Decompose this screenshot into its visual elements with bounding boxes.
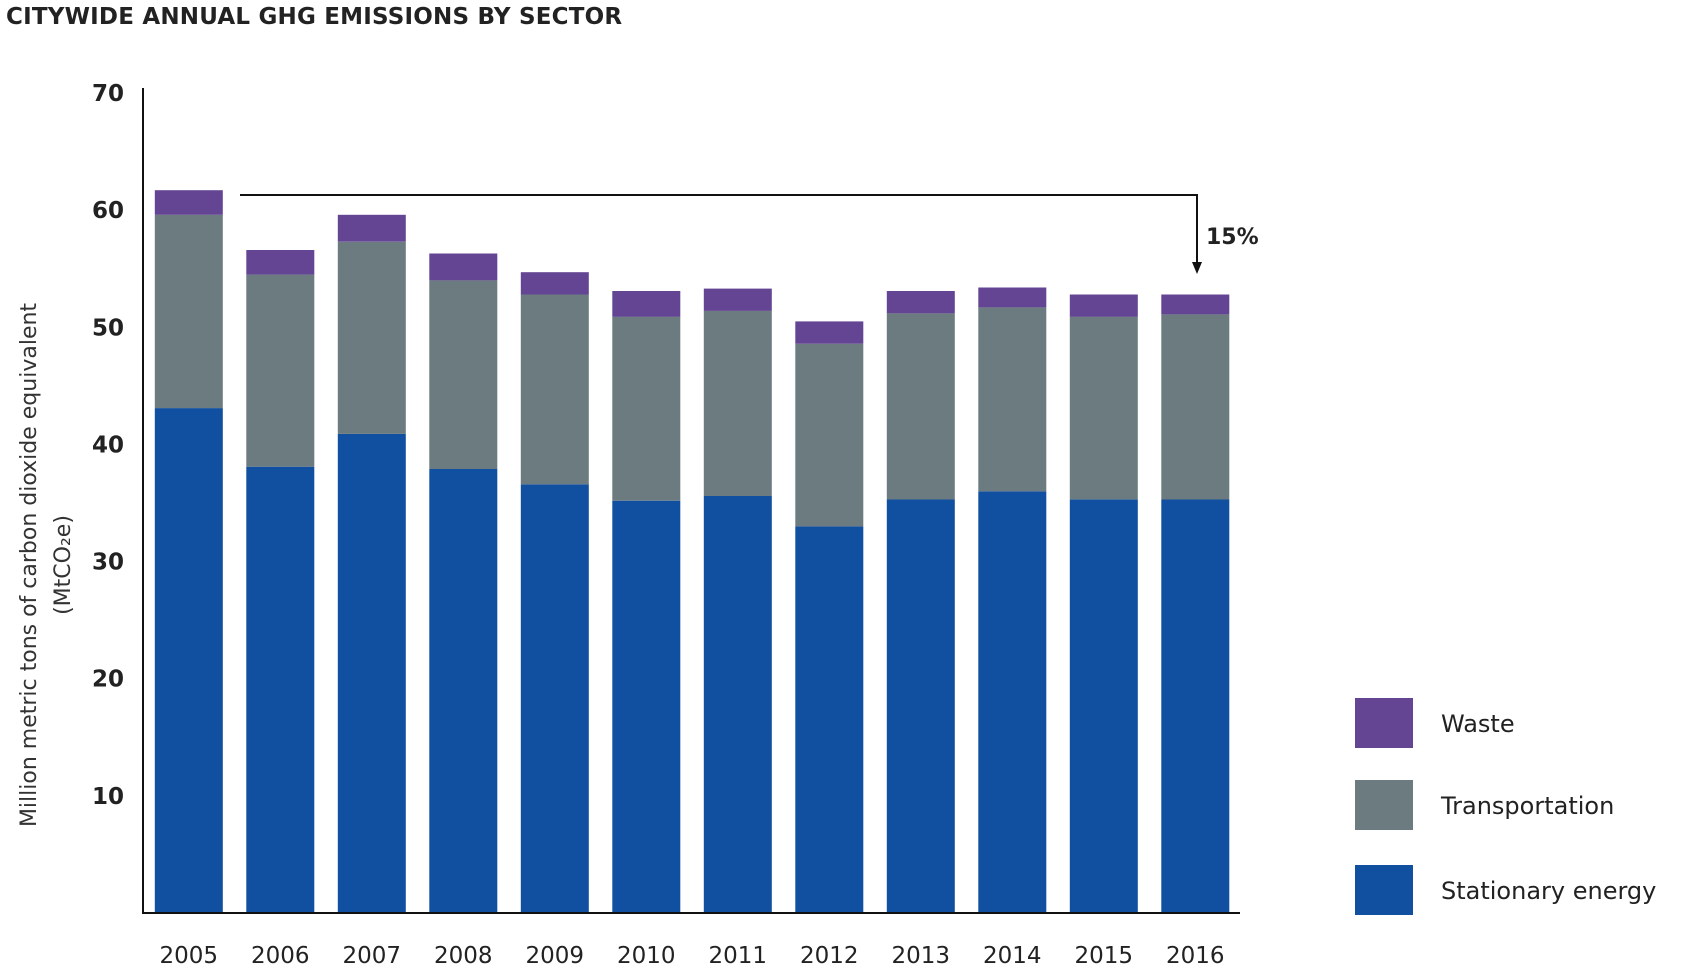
bar-waste-2005 xyxy=(154,190,223,215)
legend-swatch-transportation xyxy=(1355,780,1413,830)
x-tick-label: 2012 xyxy=(800,943,859,969)
legend-label-waste: Waste xyxy=(1441,710,1515,738)
y-tick-label: 30 xyxy=(92,550,124,576)
bars-group xyxy=(154,190,1230,913)
bar-waste-2011 xyxy=(703,288,772,311)
legend: Waste Transportation Stationary energy xyxy=(1355,698,1656,915)
bar-transportation-2008 xyxy=(429,280,498,469)
bar-waste-2008 xyxy=(429,253,498,281)
bar-waste-2009 xyxy=(520,272,589,295)
legend-label-stationary-energy: Stationary energy xyxy=(1441,877,1656,905)
bar-waste-2014 xyxy=(978,287,1047,308)
bar-stationary-energy-2010 xyxy=(612,500,681,913)
bar-stationary-energy-2012 xyxy=(795,526,864,913)
bar-stationary-energy-2009 xyxy=(520,484,589,913)
bar-waste-2006 xyxy=(246,250,315,275)
x-tick-label: 2014 xyxy=(983,943,1042,969)
bar-transportation-2005 xyxy=(154,214,223,409)
chart-title: CITYWIDE ANNUAL GHG EMISSIONS BY SECTOR xyxy=(6,4,623,30)
bar-transportation-2009 xyxy=(520,294,589,485)
bar-waste-2010 xyxy=(612,291,681,317)
bar-transportation-2011 xyxy=(703,310,772,496)
x-tick-label: 2008 xyxy=(434,943,493,969)
y-tick-label: 20 xyxy=(92,667,124,693)
x-tick-label: 2015 xyxy=(1075,943,1134,969)
bar-stationary-energy-2014 xyxy=(978,491,1047,913)
bar-transportation-2014 xyxy=(978,307,1047,492)
reduction-annotation: 15% xyxy=(240,194,1259,274)
bar-transportation-2006 xyxy=(246,274,315,467)
bar-transportation-2007 xyxy=(337,241,406,434)
bar-waste-2015 xyxy=(1069,294,1138,317)
y-tick-label: 60 xyxy=(92,198,124,224)
bar-waste-2013 xyxy=(886,291,955,314)
legend-label-transportation: Transportation xyxy=(1440,792,1614,820)
x-tick-label: 2011 xyxy=(709,943,768,969)
y-tick-label: 10 xyxy=(92,784,124,810)
bar-transportation-2012 xyxy=(795,343,864,527)
bar-transportation-2013 xyxy=(886,313,955,500)
bar-stationary-energy-2016 xyxy=(1161,499,1230,913)
legend-swatch-waste xyxy=(1355,698,1413,748)
bar-waste-2016 xyxy=(1161,294,1230,315)
bar-transportation-2015 xyxy=(1069,316,1138,500)
x-tick-label: 2016 xyxy=(1166,943,1225,969)
x-tick-label: 2010 xyxy=(617,943,676,969)
legend-swatch-stationary-energy xyxy=(1355,865,1413,915)
bar-stationary-energy-2013 xyxy=(886,499,955,913)
reduction-arrowhead xyxy=(1192,262,1202,274)
reduction-bracket xyxy=(240,194,1198,268)
y-tick-label: 70 xyxy=(92,81,124,107)
reduction-label: 15% xyxy=(1206,225,1259,250)
bar-transportation-2016 xyxy=(1161,314,1230,500)
bar-stationary-energy-2011 xyxy=(703,496,772,913)
bar-stationary-energy-2015 xyxy=(1069,499,1138,913)
bar-waste-2007 xyxy=(337,214,406,242)
x-tick-label: 2009 xyxy=(526,943,585,969)
y-axis-title: Million metric tons of carbon dioxide eq… xyxy=(17,303,42,827)
axes-group xyxy=(142,88,1240,914)
bar-stationary-energy-2006 xyxy=(246,466,315,913)
x-tick-label: 2006 xyxy=(251,943,310,969)
bar-waste-2012 xyxy=(795,321,864,344)
y-tick-label: 50 xyxy=(92,315,124,341)
y-tick-label: 40 xyxy=(92,432,124,458)
x-tick-labels: 2005 2006 2007 2008 2009 2010 2011 2012 2013 2014… xyxy=(160,943,1225,969)
bar-transportation-2010 xyxy=(612,316,681,501)
bar-stationary-energy-2008 xyxy=(429,469,498,913)
bar-stationary-energy-2007 xyxy=(337,433,406,913)
y-axis-unit: (MtCO₂e) xyxy=(51,515,76,615)
bar-stationary-energy-2005 xyxy=(154,408,223,913)
x-tick-label: 2007 xyxy=(343,943,402,969)
x-tick-label: 2013 xyxy=(892,943,951,969)
y-tick-labels: 10 20 30 40 50 60 70 xyxy=(92,81,124,810)
x-tick-label: 2005 xyxy=(160,943,219,969)
